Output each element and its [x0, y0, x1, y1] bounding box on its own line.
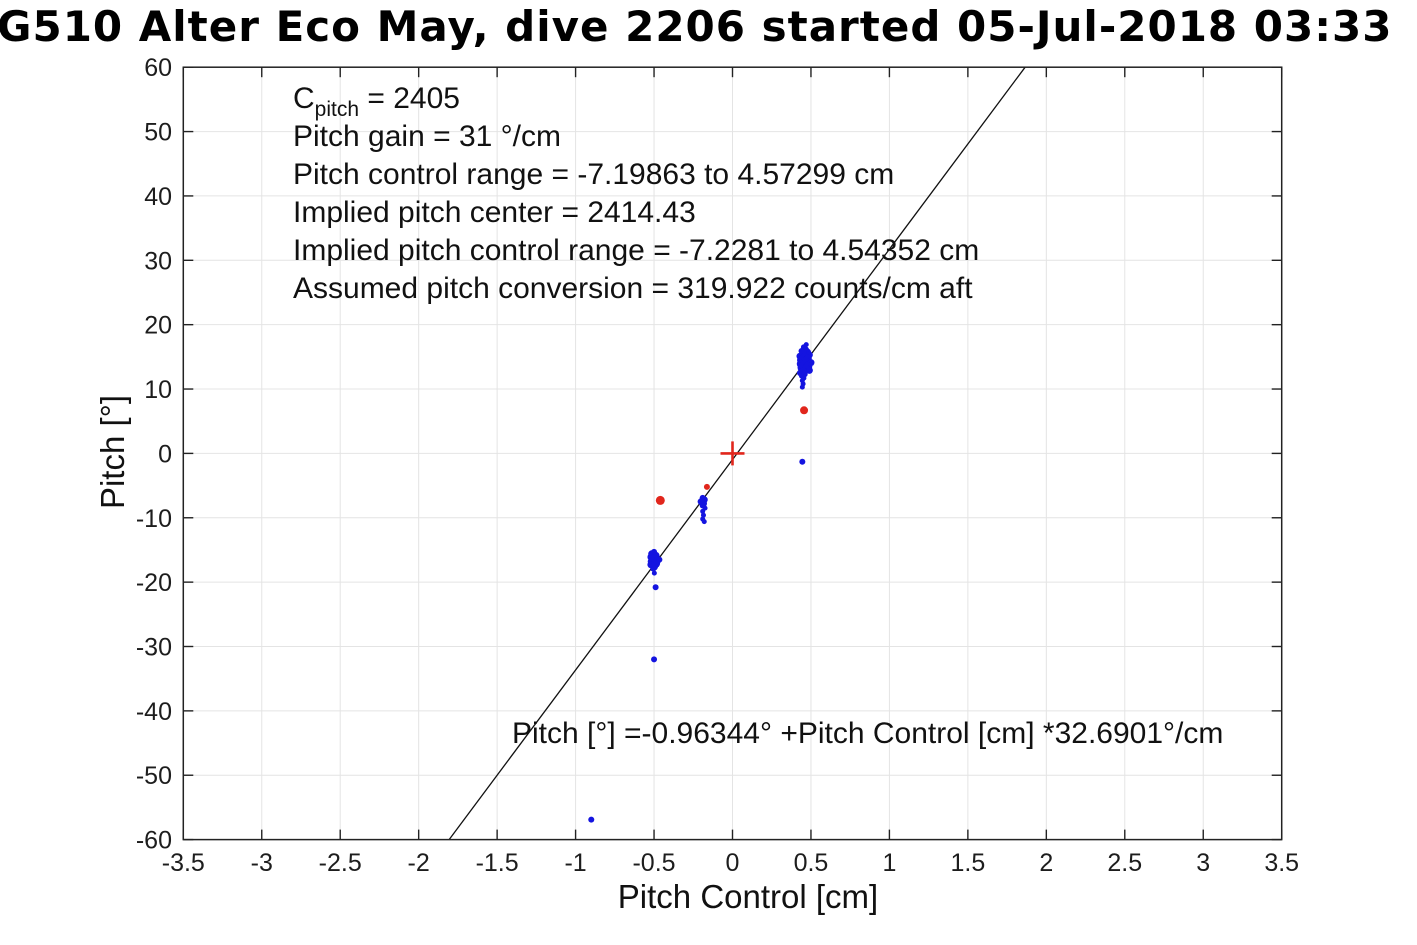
pitch-observations-red-point [655, 495, 665, 505]
pitch-gain-stat: Pitch gain = 31 °/cm [293, 120, 561, 153]
x-tick-label: 2 [1039, 849, 1053, 877]
x-axis-label: Pitch Control [cm] [617, 878, 879, 915]
y-tick-label: 0 [158, 440, 172, 468]
pitch-observations-blue-point [805, 366, 813, 374]
cpitch-stat-line: Cpitch = 2405 [293, 80, 979, 121]
pitch-observations-blue-point [650, 565, 657, 572]
x-tick-label: -2.5 [319, 849, 362, 877]
y-tick-label: 40 [144, 183, 172, 211]
y-tick-label: -30 [136, 634, 172, 662]
x-tick-label: -1.5 [476, 849, 519, 877]
x-tick-label: 3.5 [1264, 849, 1299, 877]
x-tick-label: 3 [1196, 849, 1210, 877]
y-tick-label: -50 [136, 762, 172, 790]
y-tick-label: 10 [144, 376, 172, 404]
implied-pitch-center-stat: Implied pitch center = 2414.43 [293, 196, 696, 229]
pitch-observations-blue-point [652, 584, 659, 591]
y-tick-label: 60 [144, 54, 172, 82]
fit-equation-label: Pitch [°] =-0.96344° +Pitch Control [cm]… [512, 717, 1224, 750]
cpitch-subscript: pitch [314, 98, 360, 121]
pitch-observations-blue-point [799, 384, 805, 390]
x-tick-label: 1.5 [950, 849, 985, 877]
y-tick-label: -60 [136, 827, 172, 855]
y-tick-label: -40 [136, 698, 172, 726]
pitch-control-range-stat: Pitch control range = -7.19863 to 4.5729… [293, 158, 895, 191]
x-tick-label: 1 [882, 849, 896, 877]
pitch-observations-blue-point [700, 508, 706, 514]
x-tick-label: 0.5 [794, 849, 829, 877]
pitch-observations-blue-point [701, 519, 707, 525]
pitch-observations-blue-point [651, 656, 658, 663]
cpitch-symbol: C [293, 82, 315, 115]
x-tick-label: -2 [408, 849, 430, 877]
x-tick-label: -1 [564, 849, 586, 877]
x-tick-label: -0.5 [632, 849, 675, 877]
pitch-observations-red-point [800, 406, 809, 415]
x-tick-label: 2.5 [1107, 849, 1142, 877]
y-tick-label: 50 [144, 119, 172, 147]
pitch-observations-blue-point [656, 556, 663, 563]
x-tick-label: -3 [251, 849, 273, 877]
y-axis-label: Pitch [°] [94, 394, 131, 510]
pitch-observations-blue-point [700, 512, 706, 518]
figure-title: G510 Alter Eco May, dive 2206 started 05… [0, 2, 1393, 51]
y-tick-label: 30 [144, 247, 172, 275]
pitch-observations-blue-point [799, 458, 806, 465]
y-tick-label: -10 [136, 505, 172, 533]
y-tick-label: 20 [144, 312, 172, 340]
y-tick-label: -20 [136, 569, 172, 597]
pitch-observations-blue-point [588, 816, 595, 823]
fit-stats-annotation: Cpitch = 2405 Pitch gain = 31 °/cm Pitch… [293, 80, 979, 308]
pitch-observations-blue-point [651, 570, 657, 576]
x-tick-label: -3.5 [162, 849, 205, 877]
assumed-pitch-conversion-stat: Assumed pitch conversion = 319.922 count… [293, 272, 973, 305]
cpitch-value: = 2405 [359, 82, 460, 115]
x-tick-label: 0 [726, 849, 740, 877]
pitch-observations-red-point [703, 483, 710, 490]
implied-pitch-control-range-stat: Implied pitch control range = -7.2281 to… [293, 234, 980, 267]
